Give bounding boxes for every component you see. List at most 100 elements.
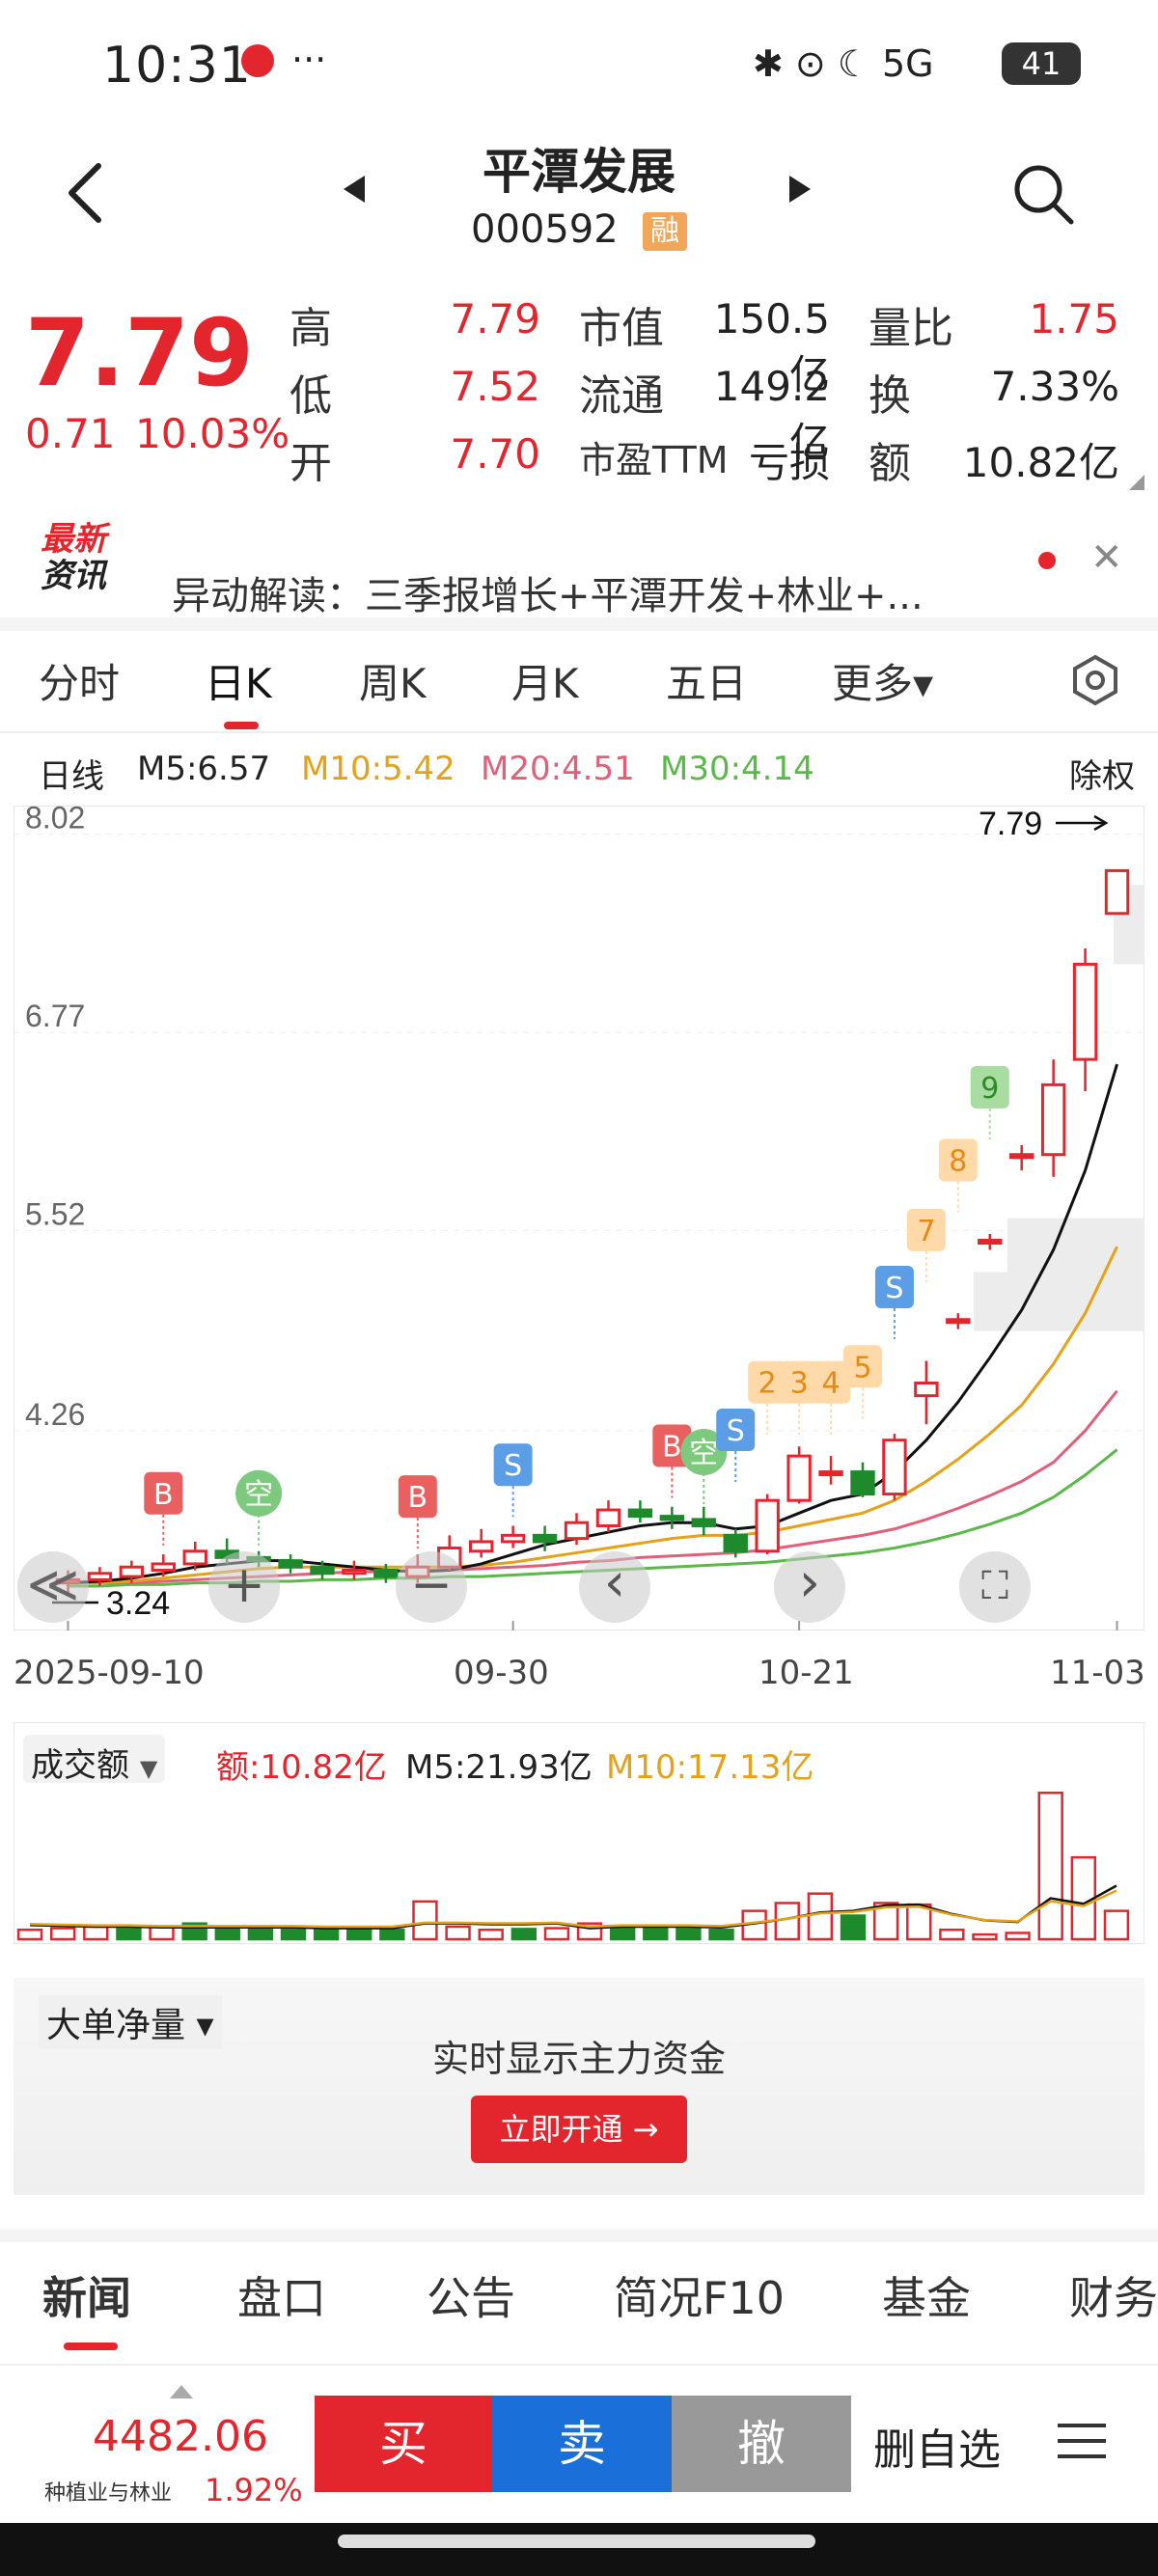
- volume-bar: [1103, 1909, 1130, 1941]
- scroll-left-button[interactable]: ‹: [579, 1551, 650, 1623]
- candle: [914, 1382, 939, 1398]
- volratio-value: 1.75: [1029, 295, 1119, 343]
- volume-ma5-line: [30, 1884, 1117, 1930]
- candle: [595, 1508, 621, 1527]
- date-label-end: 11-03: [1050, 1654, 1145, 1692]
- tab-intraday[interactable]: 分时: [39, 660, 121, 707]
- tab-financials[interactable]: 财务: [1069, 2272, 1158, 2324]
- expand-up-icon[interactable]: [170, 2385, 193, 2398]
- volume-bar: [643, 1925, 669, 1941]
- menu-icon[interactable]: [1058, 2422, 1106, 2460]
- ex-right-toggle[interactable]: 除权: [1069, 757, 1135, 796]
- tab-announcements[interactable]: 公告: [427, 2272, 515, 2324]
- marker-label: 空: [689, 1437, 718, 1470]
- big-order-select[interactable]: 大单净量 ▾: [39, 1995, 222, 2049]
- next-stock-icon[interactable]: [789, 176, 811, 203]
- back-icon[interactable]: [58, 154, 116, 232]
- tab-monthly[interactable]: 月K: [511, 660, 579, 707]
- close-icon[interactable]: ✕: [1090, 535, 1123, 580]
- stock-code: 000592: [471, 207, 619, 252]
- ma30-value: M30:4.14: [660, 750, 814, 788]
- candle: [310, 1565, 335, 1576]
- buy-button[interactable]: 买: [315, 2396, 492, 2492]
- fullscreen-button[interactable]: ⛶: [959, 1551, 1031, 1623]
- candle: [278, 1559, 303, 1569]
- low-value: 7.52: [450, 363, 540, 410]
- marker-badge: [812, 1360, 851, 1404]
- news-strip[interactable]: 最新 资讯 异动解读：三季报增长+平潭开发+林业+... ✕: [0, 507, 1158, 618]
- volume-bar: [478, 1928, 504, 1941]
- candle: [723, 1533, 748, 1553]
- volratio-label: 量比: [868, 304, 953, 353]
- tab-funds[interactable]: 基金: [882, 2272, 971, 2324]
- tab-profile-f10[interactable]: 简况F10: [614, 2272, 785, 2324]
- candle: [373, 1569, 399, 1578]
- tab-weekly[interactable]: 周K: [359, 660, 427, 707]
- mktcap-label: 市值: [579, 304, 664, 353]
- volume-bar: [609, 1926, 636, 1941]
- turnover-value: 7.33%: [990, 363, 1119, 410]
- sector-index-value[interactable]: 4482.06: [93, 2412, 268, 2461]
- collapse-button[interactable]: ≪: [17, 1551, 89, 1623]
- cancel-order-button[interactable]: 撤: [672, 2396, 851, 2492]
- marker-label: S: [727, 1414, 745, 1448]
- turnover-label: 换: [868, 371, 911, 421]
- activate-button[interactable]: 立即开通 →: [471, 2096, 687, 2163]
- pe-label: 市盈TTM: [579, 439, 729, 481]
- volume-bar: [83, 1925, 109, 1941]
- volume-bar: [16, 1928, 43, 1941]
- sell-button[interactable]: 卖: [492, 2396, 672, 2492]
- zoom-out-button[interactable]: −: [396, 1551, 467, 1623]
- candle: [342, 1569, 367, 1576]
- y-tick-label: 4.26: [25, 1397, 85, 1432]
- ma10-value: M10:5.42: [301, 750, 455, 788]
- volume-ma10-line: [30, 1889, 1117, 1929]
- settings-icon[interactable]: [1069, 654, 1121, 706]
- marker-badge: [843, 1345, 882, 1388]
- volume-chart[interactable]: [14, 1722, 1144, 1944]
- prev-stock-icon[interactable]: [344, 176, 365, 203]
- zoom-in-button[interactable]: +: [208, 1551, 280, 1623]
- mktcap-value: 150.5亿: [713, 295, 830, 398]
- clock: 10:31: [102, 37, 252, 95]
- volume-frame: [14, 1722, 1144, 1944]
- open-label: 开: [290, 439, 332, 488]
- home-indicator[interactable]: [338, 2535, 815, 2548]
- low-label: 低: [290, 371, 332, 421]
- tab-more[interactable]: 更多▾: [832, 660, 934, 707]
- big-order-title: 实时显示主力资金: [431, 2038, 726, 2080]
- candle: [469, 1540, 494, 1553]
- active-bottom-tab-indicator: [64, 2343, 118, 2350]
- volume-bar: [510, 1928, 538, 1941]
- volume-bar: [972, 1932, 998, 1941]
- marker-badge: [748, 1360, 787, 1404]
- news-headline[interactable]: 异动解读：三季报增长+平潭开发+林业+...: [172, 574, 924, 618]
- candle: [691, 1518, 716, 1527]
- candle: [500, 1533, 526, 1544]
- volume-bar: [676, 1928, 702, 1941]
- marker-label: 8: [949, 1145, 967, 1179]
- quote-grid: 高 7.79 市值 150.5亿 量比 1.75 低 7.52 流通 149.2…: [290, 289, 1139, 502]
- marker-badge: [938, 1138, 978, 1182]
- candle: [946, 1318, 971, 1325]
- open-value: 7.70: [450, 430, 540, 478]
- date-label-start: 2025-09-10: [14, 1654, 205, 1692]
- tab-daily[interactable]: 日K: [205, 660, 272, 707]
- amount-label: 额: [868, 439, 911, 488]
- candle: [119, 1565, 145, 1578]
- remove-watchlist-button[interactable]: 删自选: [873, 2425, 1001, 2475]
- volume-indicator-select[interactable]: 成交额 ▼: [23, 1735, 166, 1785]
- search-icon[interactable]: [1009, 160, 1077, 228]
- expand-corner-icon[interactable]: [1129, 475, 1144, 490]
- tab-five-day[interactable]: 五日: [666, 660, 748, 707]
- volume-bar: [116, 1928, 142, 1941]
- scroll-right-button[interactable]: ›: [774, 1551, 845, 1623]
- volume-m10: M10:17.13亿: [606, 1748, 814, 1787]
- tab-news[interactable]: 新闻: [42, 2272, 131, 2324]
- tab-order-book[interactable]: 盘口: [237, 2272, 326, 2324]
- marker-badge: [680, 1429, 728, 1476]
- marker-label: 5: [853, 1351, 871, 1384]
- news-logo-line1: 最新: [41, 520, 106, 559]
- chevron-down-icon: ▼: [139, 1755, 158, 1782]
